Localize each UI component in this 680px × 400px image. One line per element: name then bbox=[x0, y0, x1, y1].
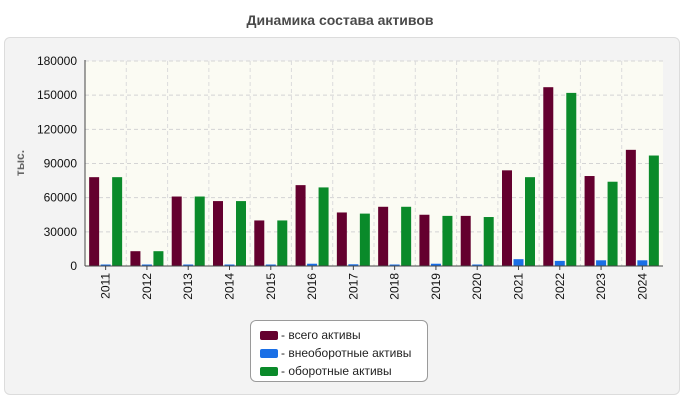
y-tick-label: 30000 bbox=[44, 225, 78, 239]
bars bbox=[89, 87, 659, 266]
x-tick-label: 2011 bbox=[99, 273, 113, 299]
bar bbox=[318, 187, 329, 266]
bar bbox=[607, 181, 618, 266]
y-tick-label: 90000 bbox=[44, 157, 78, 171]
y-tick-labels: 0 30000 60000 90000 120000 150000 180000 bbox=[37, 54, 77, 273]
bar bbox=[194, 196, 205, 266]
bar bbox=[389, 264, 400, 266]
bar bbox=[141, 264, 152, 266]
x-tick-label: 2020 bbox=[470, 273, 484, 300]
bar bbox=[525, 177, 535, 266]
x-tick-label: 2019 bbox=[429, 273, 443, 300]
bar bbox=[554, 260, 565, 266]
legend: - всего активы - внеоборотные активы - о… bbox=[250, 320, 428, 382]
bar bbox=[637, 260, 648, 266]
bar bbox=[648, 155, 659, 266]
bar bbox=[183, 264, 194, 266]
bar bbox=[460, 215, 471, 266]
legend-label: - оборотные активы bbox=[281, 364, 392, 378]
x-tick-label: 2022 bbox=[553, 273, 567, 300]
bar bbox=[89, 177, 100, 266]
bar bbox=[566, 92, 577, 266]
y-tick-label: 0 bbox=[70, 259, 77, 273]
legend-swatch bbox=[260, 348, 278, 358]
x-tick-label: 2016 bbox=[305, 273, 319, 300]
x-tick-label: 2013 bbox=[181, 273, 195, 300]
bar bbox=[584, 176, 595, 266]
bar bbox=[236, 201, 246, 266]
bar bbox=[171, 196, 182, 266]
y-tick-label: 180000 bbox=[37, 54, 77, 68]
y-tick-label: 120000 bbox=[37, 122, 77, 136]
bar bbox=[625, 149, 636, 266]
legend-swatch bbox=[260, 330, 278, 340]
bar bbox=[130, 251, 141, 266]
legend-swatch bbox=[260, 366, 278, 376]
bar bbox=[430, 263, 441, 266]
chart-title: Динамика состава активов bbox=[246, 12, 434, 28]
y-tick-label: 60000 bbox=[44, 191, 78, 205]
bar bbox=[295, 185, 306, 266]
bar bbox=[153, 251, 164, 266]
bar bbox=[254, 220, 265, 266]
bar bbox=[277, 220, 288, 266]
bar bbox=[112, 177, 123, 266]
bar bbox=[307, 263, 318, 266]
x-tick-label: 2015 bbox=[264, 273, 278, 300]
bar bbox=[596, 260, 607, 266]
bar bbox=[336, 212, 347, 266]
x-tick-label: 2017 bbox=[346, 273, 360, 300]
x-tick-label: 2021 bbox=[512, 273, 526, 300]
bar bbox=[401, 206, 412, 266]
axes bbox=[84, 60, 663, 270]
bar bbox=[513, 259, 524, 266]
bar bbox=[224, 264, 235, 266]
bar bbox=[265, 264, 276, 266]
bar bbox=[378, 206, 389, 266]
y-axis-label: тыс. bbox=[13, 150, 27, 176]
x-tick-label: 2014 bbox=[223, 273, 237, 300]
bar bbox=[472, 264, 483, 266]
legend-item: - внеоборотные активы bbox=[260, 344, 427, 362]
x-tick-labels: 2011 2012 2013 2014 2015 2016 2017 2018 2019 2020… bbox=[99, 273, 650, 300]
x-tick-label: 2023 bbox=[594, 273, 608, 300]
y-tick-label: 150000 bbox=[37, 88, 77, 102]
bar bbox=[213, 201, 223, 266]
x-tick-label: 2012 bbox=[140, 273, 154, 300]
bar bbox=[419, 214, 430, 266]
legend-label: - всего активы bbox=[281, 328, 361, 342]
bar bbox=[543, 87, 554, 266]
x-tick-label: 2024 bbox=[635, 273, 649, 300]
x-tick-label: 2018 bbox=[388, 273, 402, 300]
bar bbox=[442, 215, 453, 266]
grid-lines bbox=[85, 60, 663, 266]
legend-label: - внеоборотные активы bbox=[281, 346, 412, 360]
bar bbox=[100, 264, 111, 266]
bar bbox=[502, 170, 512, 266]
bar bbox=[348, 264, 359, 266]
bar bbox=[359, 213, 370, 266]
bar bbox=[483, 217, 494, 266]
legend-item: - всего активы bbox=[260, 326, 427, 344]
legend-item: - оборотные активы bbox=[260, 362, 427, 380]
